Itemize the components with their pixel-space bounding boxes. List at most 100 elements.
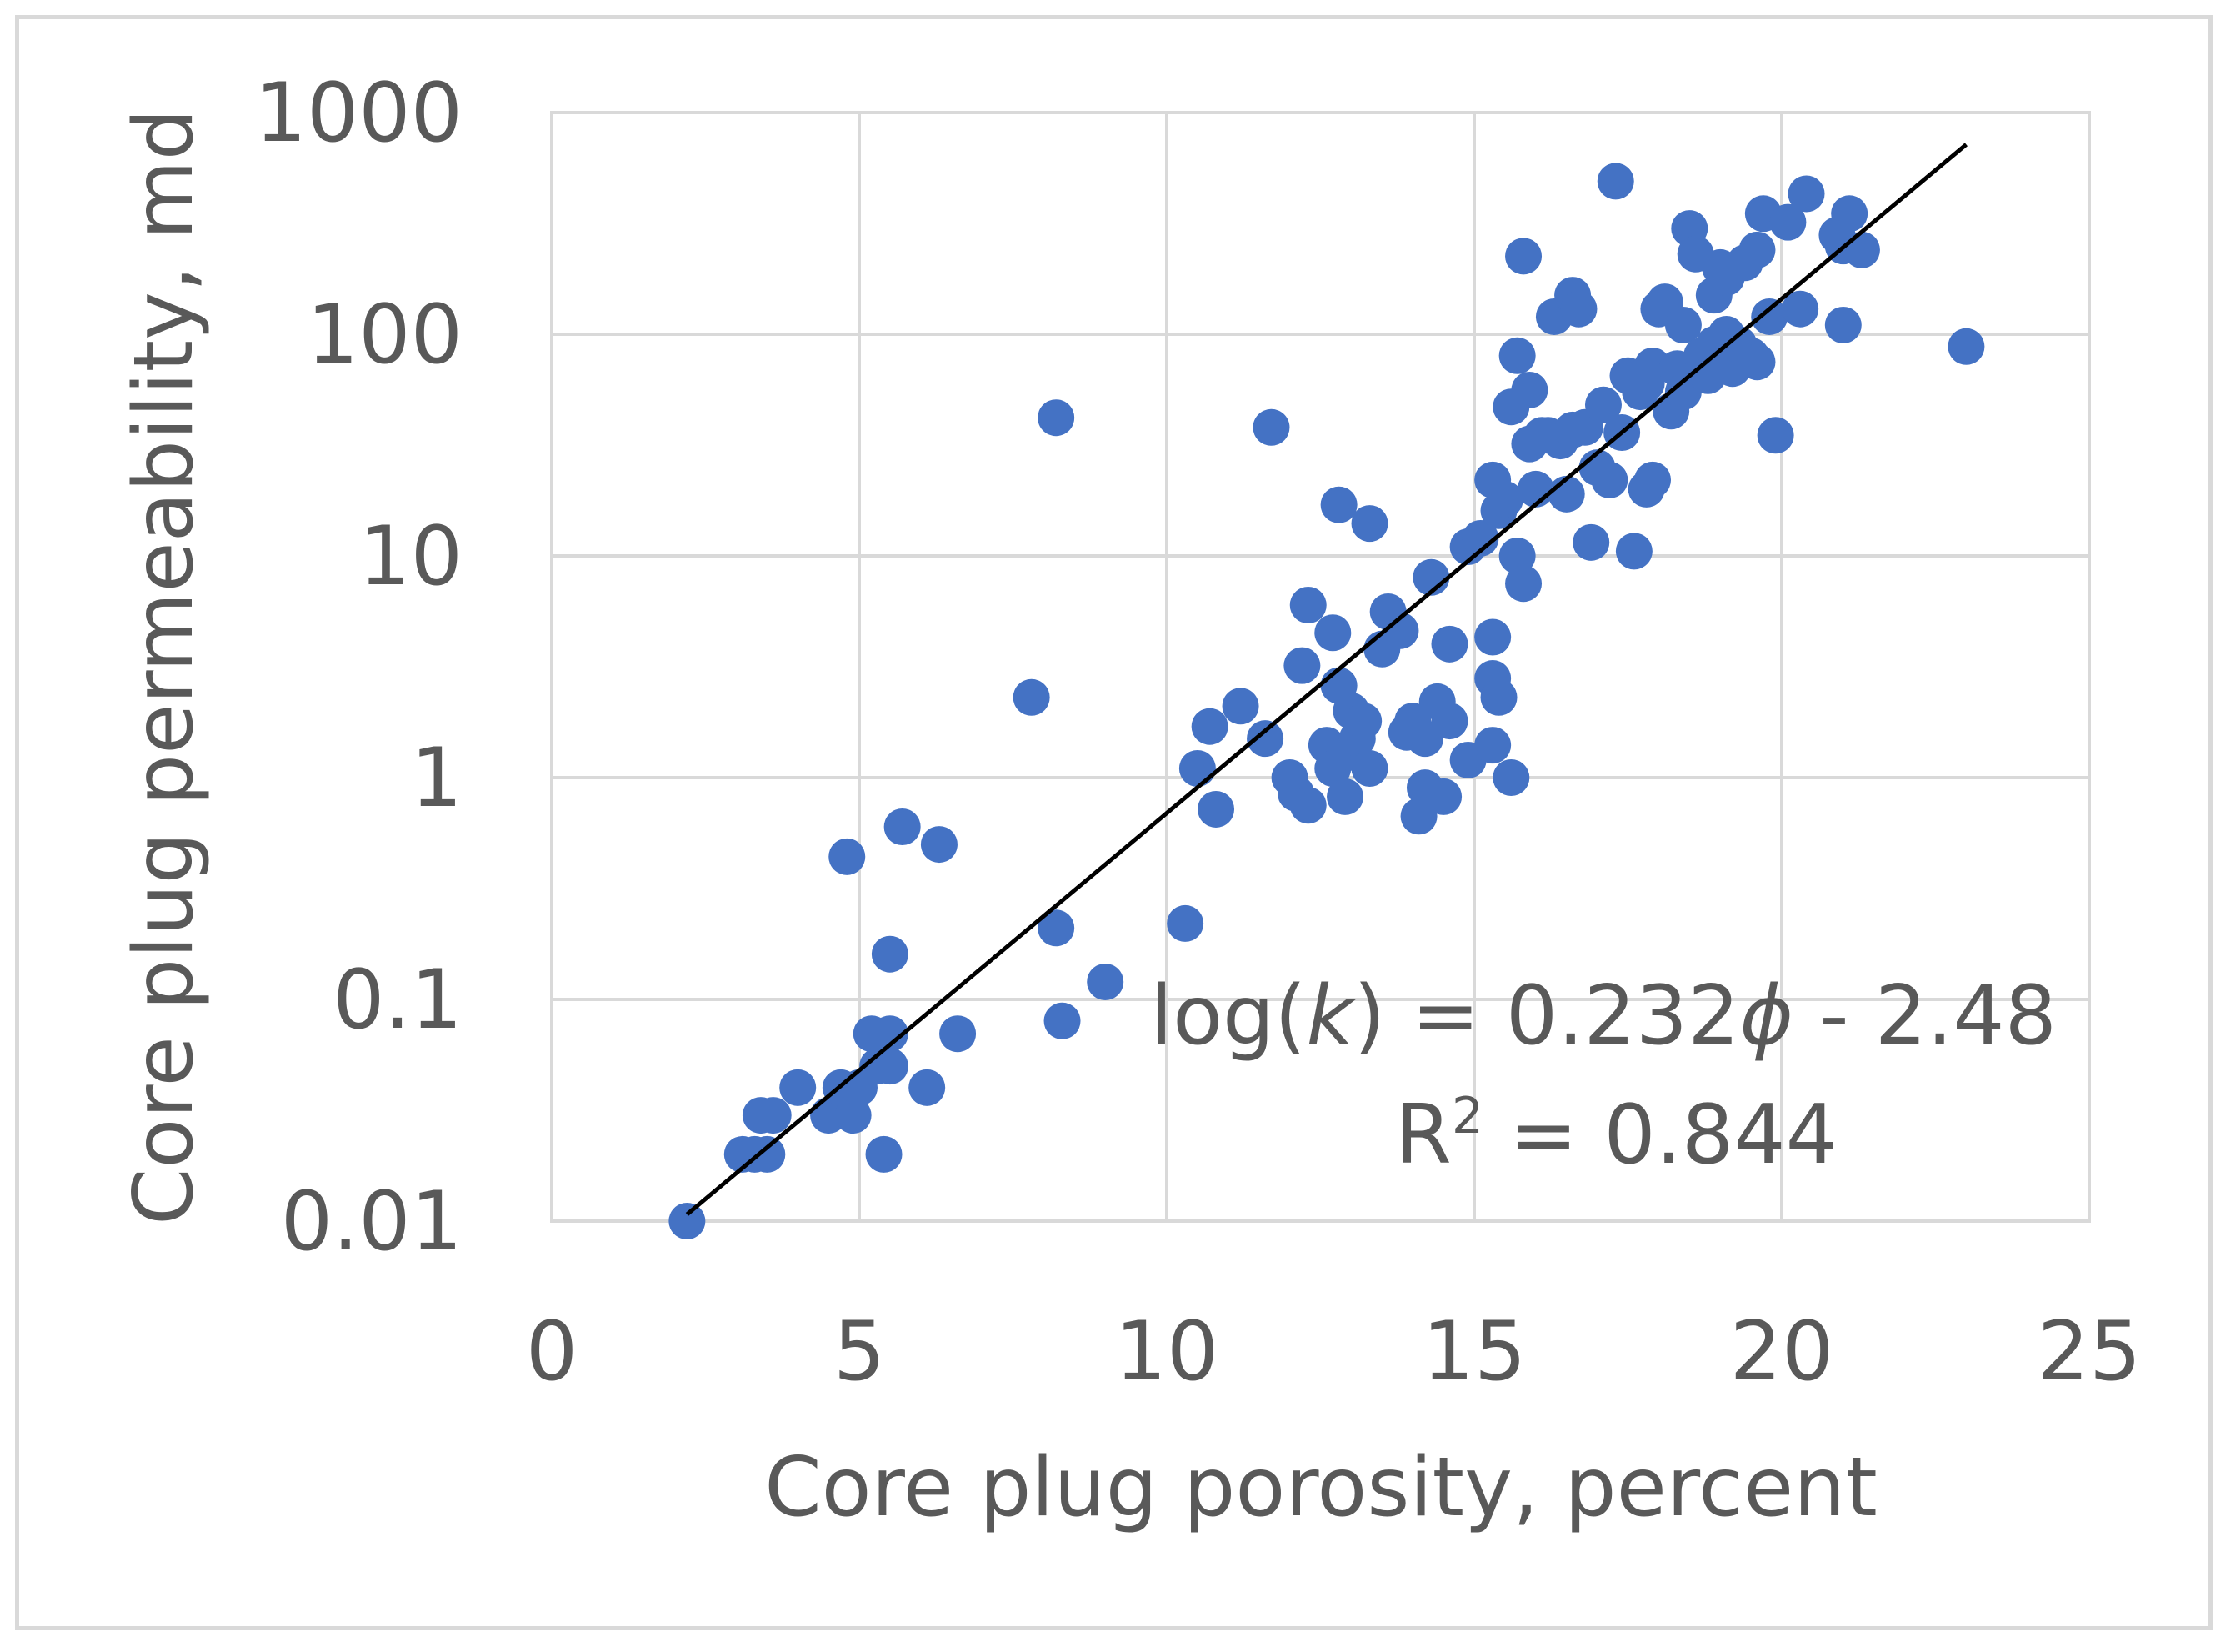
data-point xyxy=(1167,904,1204,942)
data-point xyxy=(1345,703,1383,740)
data-point xyxy=(1597,163,1634,200)
r2-suffix: = 0.844 xyxy=(1483,1088,1838,1183)
r-squared-label: R2 = 0.844 xyxy=(1395,1087,1838,1183)
data-point xyxy=(1505,565,1543,603)
data-point xyxy=(1751,298,1788,335)
equation-variable: k xyxy=(1307,969,1357,1064)
data-point xyxy=(668,1203,706,1239)
data-point xyxy=(1222,688,1259,725)
x-axis-ticks: 0 5 10 15 20 25 xyxy=(526,1304,2142,1399)
data-point xyxy=(1948,328,1985,365)
r2-prefix: R xyxy=(1395,1088,1452,1183)
data-point xyxy=(1038,399,1075,437)
data-point xyxy=(1382,612,1419,649)
data-point xyxy=(1474,727,1512,764)
data-point xyxy=(1431,625,1468,663)
data-point xyxy=(1474,618,1512,656)
data-point xyxy=(754,1097,792,1134)
data-point xyxy=(1013,678,1050,716)
data-point xyxy=(1769,203,1807,241)
y-tick-label: 0.01 xyxy=(281,1174,463,1269)
r2-superscript: 2 xyxy=(1452,1087,1483,1145)
data-point xyxy=(748,1135,786,1173)
data-point xyxy=(1573,523,1610,561)
data-point xyxy=(1283,647,1321,684)
data-point xyxy=(871,935,908,973)
data-point xyxy=(1615,533,1653,570)
data-point xyxy=(1320,486,1358,523)
data-point xyxy=(939,1015,977,1053)
data-point xyxy=(1043,1002,1081,1039)
data-point xyxy=(1351,505,1388,543)
data-point xyxy=(1664,306,1702,343)
data-points xyxy=(668,163,1985,1239)
data-point xyxy=(1087,963,1124,1000)
x-axis-title: Core plug porosity, percent xyxy=(764,1440,1878,1535)
equation-middle: ) = 0.232 xyxy=(1353,969,1739,1064)
equation-phi: ϕ xyxy=(1739,969,1793,1064)
data-point xyxy=(1327,778,1364,815)
data-point xyxy=(1191,708,1228,745)
equation-suffix: - 2.48 xyxy=(1793,969,2057,1064)
x-tick-label: 10 xyxy=(1115,1304,1219,1399)
data-point xyxy=(865,1135,903,1173)
data-point xyxy=(1831,195,1868,233)
data-point xyxy=(1560,290,1598,328)
y-axis-ticks: 0.01 0.1 1 10 100 1000 xyxy=(255,66,463,1269)
data-point xyxy=(779,1069,817,1106)
data-point xyxy=(1431,703,1468,740)
data-point xyxy=(1493,759,1530,796)
data-point xyxy=(834,1097,872,1134)
data-point xyxy=(1498,538,1536,574)
x-tick-label: 5 xyxy=(833,1304,885,1399)
data-point xyxy=(1634,461,1672,498)
data-point xyxy=(1498,337,1536,374)
data-point xyxy=(1400,798,1438,835)
data-point xyxy=(1824,306,1862,343)
data-point xyxy=(1591,461,1628,498)
data-point xyxy=(1289,787,1327,824)
data-point xyxy=(920,826,958,864)
data-point xyxy=(1351,749,1388,787)
data-point xyxy=(1505,238,1543,275)
data-point xyxy=(1486,481,1523,518)
chart-frame xyxy=(15,15,2213,1630)
data-point xyxy=(883,808,921,846)
y-tick-label: 10 xyxy=(358,509,463,604)
data-point xyxy=(1584,386,1622,423)
trendline-group xyxy=(685,143,1968,1216)
data-point xyxy=(1738,231,1776,268)
data-point xyxy=(1289,587,1327,624)
x-tick-label: 0 xyxy=(526,1304,578,1399)
data-point xyxy=(1247,720,1284,758)
data-point xyxy=(1782,290,1819,328)
data-point xyxy=(828,838,866,875)
trendline xyxy=(685,143,1968,1216)
data-point xyxy=(871,1015,908,1053)
data-point xyxy=(1788,175,1825,213)
y-tick-label: 1000 xyxy=(255,66,463,161)
y-tick-label: 0.1 xyxy=(333,953,463,1048)
data-point xyxy=(1038,909,1075,947)
data-point xyxy=(1314,614,1352,652)
x-tick-label: 15 xyxy=(1423,1304,1527,1399)
y-tick-label: 1 xyxy=(411,731,463,826)
data-point xyxy=(1462,519,1499,557)
y-axis-title: Core plug permeability, md xyxy=(117,108,212,1225)
equation-prefix: log( xyxy=(1150,969,1307,1064)
data-point xyxy=(1480,678,1518,716)
x-tick-label: 25 xyxy=(2038,1304,2142,1399)
data-point xyxy=(908,1069,946,1106)
data-point xyxy=(1843,231,1880,268)
x-tick-label: 20 xyxy=(1730,1304,1834,1399)
data-point xyxy=(1178,749,1216,787)
y-tick-label: 100 xyxy=(307,288,463,383)
data-point xyxy=(871,1048,908,1085)
data-point xyxy=(1511,371,1548,408)
data-point xyxy=(1253,408,1290,446)
data-point xyxy=(1425,778,1463,815)
trendline-equation: log(k) = 0.232ϕ - 2.48 xyxy=(1150,969,2057,1064)
data-point xyxy=(1198,790,1235,828)
data-point xyxy=(1738,343,1776,381)
